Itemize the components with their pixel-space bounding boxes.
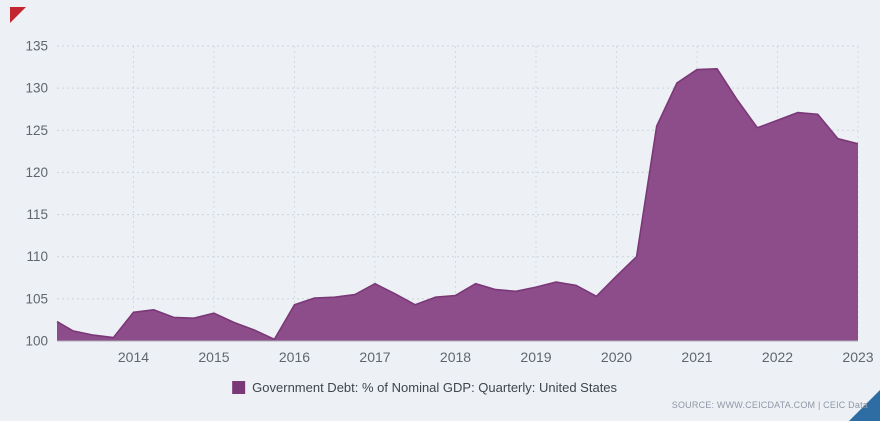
x-tick-label: 2023 (842, 349, 873, 365)
x-tick-label: 2014 (118, 349, 149, 365)
x-tick-label: 2017 (359, 349, 390, 365)
x-tick-label: 2019 (520, 349, 551, 365)
y-tick-label: 105 (25, 291, 48, 306)
x-tick-label: 2022 (762, 349, 793, 365)
corner-blue-triangle-icon (849, 390, 880, 421)
legend-swatch (232, 381, 246, 394)
area-series-outline (56, 68, 859, 341)
y-tick-label: 130 (25, 81, 48, 96)
y-tick-label: 135 (25, 39, 48, 54)
source-attribution: SOURCE: WWW.CEICDATA.COM | CEIC Data (671, 400, 868, 410)
y-tick-label: 120 (25, 165, 48, 180)
legend-label: Government Debt: % of Nominal GDP: Quart… (252, 380, 618, 395)
x-tick-label: 2015 (198, 349, 229, 365)
x-tick-label: 2021 (681, 349, 712, 365)
ceic-logo-corner-triangle-icon (10, 7, 26, 23)
x-tick-label: 2020 (601, 349, 632, 365)
y-tick-label: 100 (25, 334, 48, 349)
area-series (57, 68, 858, 342)
y-tick-label: 125 (25, 123, 48, 138)
legend: Government Debt: % of Nominal GDP: Quart… (232, 380, 617, 395)
x-tick-label: 2016 (279, 349, 310, 365)
y-tick-label: 110 (26, 249, 48, 264)
x-tick-label: 2018 (440, 349, 471, 365)
y-tick-label: 115 (26, 207, 48, 222)
